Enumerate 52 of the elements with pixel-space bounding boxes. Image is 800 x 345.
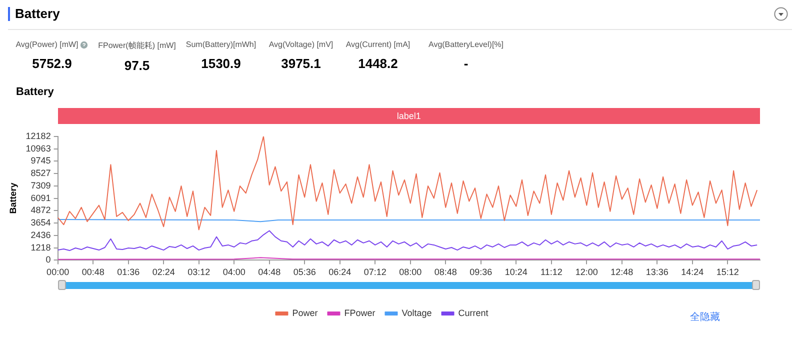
y-tick-label: 7309 (30, 180, 51, 190)
x-tick-label: 00:48 (82, 267, 104, 278)
y-tick-label: 2436 (30, 230, 51, 240)
text: FPower(帧能耗) [mW] (98, 40, 176, 51)
text: Avg(Voltage) [mV] (268, 40, 334, 49)
x-tick-label: 12:00 (575, 267, 598, 278)
text: 1448.2 (357, 56, 399, 71)
x-tick-label: 08:00 (399, 267, 422, 278)
y-tick-label: 0 (46, 254, 51, 265)
x-tick-label: 10:24 (504, 267, 528, 278)
label-banner: label1 (58, 108, 760, 124)
text: Avg(Power) [mW] (16, 40, 78, 49)
x-tick-label: 01:36 (117, 267, 140, 278)
y-tick-label: 9745 (30, 156, 51, 166)
chart-title: Battery (15, 6, 60, 21)
y-tick-label: 1218 (30, 242, 51, 252)
y-tick-label: 8527 (30, 168, 51, 178)
legend-label: Current (458, 308, 489, 318)
legend-label: FPower (344, 308, 376, 318)
text: - (462, 56, 470, 71)
x-tick-label: 00:00 (46, 267, 70, 278)
legend-label: Power (292, 308, 318, 318)
text: 97.5 (123, 58, 151, 73)
text: Sum(Battery)[mWh] (186, 40, 256, 49)
x-tick-label: 03:12 (188, 267, 210, 278)
y-tick-label: 12182 (26, 130, 51, 141)
y-tick-label: 6091 (30, 192, 51, 203)
x-tick-label: 12:48 (610, 267, 634, 278)
legend-label: Voltage (402, 308, 432, 318)
y-tick-label: 3654 (30, 218, 51, 228)
x-tick-label: 13:36 (646, 267, 668, 278)
text: Avg(BatteryLevel)[%] (428, 40, 504, 49)
y-tick-label: 10963 (26, 143, 51, 154)
x-tick-label: 06:24 (328, 267, 352, 278)
y-axis-title: Battery (8, 182, 18, 214)
y-tick-label: 4872 (30, 205, 51, 216)
text: 3975.1 (280, 56, 322, 71)
x-tick-label: 02:24 (152, 267, 175, 278)
text: 1530.9 (200, 56, 242, 71)
x-tick-label: 09:36 (470, 267, 492, 278)
x-tick-label: 11:12 (540, 267, 562, 278)
x-tick-label: 14:24 (681, 267, 704, 278)
text: Avg(Current) [mA] (346, 40, 410, 49)
x-tick-label: 05:36 (293, 267, 316, 278)
text: 5752.9 (31, 56, 73, 71)
x-tick-label: 15:12 (716, 267, 739, 278)
chart-subtitle: Battery (16, 86, 54, 98)
x-tick-label: 07:12 (364, 267, 386, 278)
text: 全隐藏 (690, 310, 720, 324)
x-tick-label: 08:48 (434, 267, 457, 278)
x-tick-label: 04:48 (258, 267, 281, 278)
x-tick-label: 04:00 (222, 267, 246, 278)
